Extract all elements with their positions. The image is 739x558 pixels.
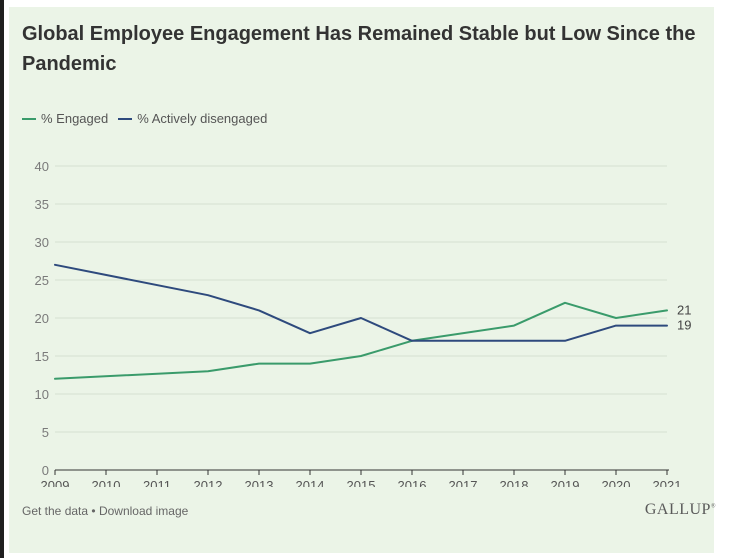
- y-tick-label: 35: [35, 197, 49, 212]
- x-tick-label: 2013: [245, 478, 274, 487]
- x-tick-label: 2010: [92, 478, 121, 487]
- grid-lines: [55, 165, 667, 433]
- x-tick-label: 2014: [296, 478, 325, 487]
- get-data-link[interactable]: Get the data: [22, 504, 89, 518]
- x-axis-ticks: 2009 2010 2011 2012 2013 2014 2015 2016 2017 2018…: [41, 470, 682, 487]
- y-tick-label: 30: [35, 235, 49, 250]
- chart-title: Global Employee Engagement Has Remained …: [22, 23, 696, 75]
- legend-item-engaged[interactable]: % Engaged: [22, 111, 108, 126]
- x-tick-label: 2018: [500, 478, 529, 487]
- y-tick-label: 25: [35, 273, 49, 288]
- gallup-wordmark: GALLUP: [644, 501, 711, 518]
- end-label-engaged: 21: [677, 302, 691, 317]
- y-tick-label: 15: [35, 349, 49, 364]
- x-tick-label: 2021: [653, 478, 682, 487]
- download-image-link[interactable]: Download image: [98, 504, 189, 518]
- footer-separator: •: [91, 504, 96, 518]
- y-tick-label: 5: [42, 425, 49, 440]
- x-tick-label: 2019: [551, 478, 580, 487]
- y-tick-label: 40: [35, 159, 49, 174]
- legend-label-engaged: % Engaged: [41, 111, 109, 126]
- series-lines: [54, 263, 668, 380]
- x-tick-label: 2016: [398, 478, 427, 487]
- legend-swatch-engaged: [22, 117, 36, 120]
- x-tick-label: 2011: [143, 478, 171, 487]
- window-edge: [0, 0, 4, 558]
- line-chart: 0 5 10 15 20 25 30 35 40 2009 2010 2011 2012 2013 201…: [35, 159, 692, 487]
- footer-links: Get the data • Download image: [22, 504, 188, 518]
- y-axis-ticks: 0 5 10 15 20 25 30 35 40: [35, 159, 49, 478]
- y-tick-label: 0: [42, 463, 49, 478]
- x-tick-label: 2009: [41, 478, 70, 487]
- x-tick-label: 2015: [347, 478, 376, 487]
- legend-swatch-disengaged: [118, 117, 133, 120]
- legend-label-disengaged: % Actively disengaged: [137, 111, 268, 126]
- x-tick-label: 2020: [602, 478, 631, 487]
- y-tick-label: 20: [35, 311, 49, 326]
- y-tick-label: 10: [35, 387, 49, 402]
- gallup-logo: GALLUP®: [645, 501, 716, 519]
- registered-mark: ®: [710, 503, 716, 510]
- x-tick-label: 2017: [449, 478, 478, 487]
- series-line-engaged: [54, 301, 668, 380]
- x-tick-label: 2012: [194, 478, 223, 487]
- series-line-disengaged: [54, 263, 668, 342]
- end-label-disengaged: 19: [677, 318, 691, 333]
- legend-item-disengaged[interactable]: % Actively disengaged: [118, 111, 267, 126]
- legend: % Engaged % Actively disengaged: [22, 111, 267, 126]
